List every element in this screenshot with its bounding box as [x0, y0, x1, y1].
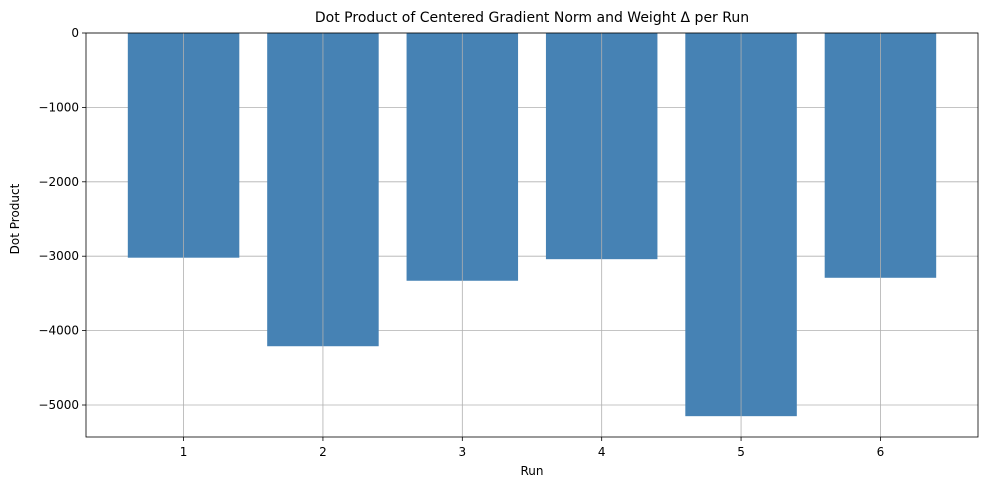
chart-title: Dot Product of Centered Gradient Norm an… [315, 10, 749, 26]
y-tick-label: −2000 [38, 175, 79, 189]
x-axis-label: Run [520, 464, 543, 478]
x-tick-label: 1 [180, 445, 188, 459]
y-tick-label: −3000 [38, 249, 79, 263]
plot-frame [85, 32, 979, 438]
x-tick-label: 2 [319, 445, 327, 459]
x-tick-label: 4 [598, 445, 606, 459]
y-tick-label: −4000 [38, 324, 79, 338]
y-tick-label: −1000 [38, 100, 79, 114]
axes: 1 2 3 4 5 6 0 −1000 −2000 −3000 −4000 −5000 [38, 26, 979, 459]
x-tick-label: 6 [877, 445, 885, 459]
x-tick-label: 5 [737, 445, 745, 459]
bars [127, 33, 937, 437]
x-tick-label: 3 [458, 445, 466, 459]
y-tick-label: 0 [71, 26, 79, 40]
y-axis-label: Dot Product [8, 183, 22, 254]
y-tick-label: −5000 [38, 398, 79, 412]
